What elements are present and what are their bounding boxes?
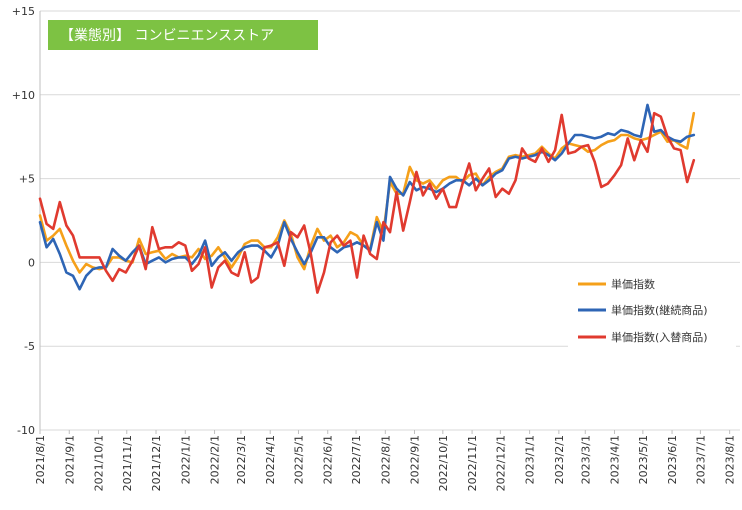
grid-lines: [40, 10, 740, 431]
x-tick-label: 2023/2/1: [553, 435, 566, 484]
x-tick-label: 2022/11/1: [466, 435, 479, 491]
y-tick-label: -5: [24, 340, 35, 353]
legend-label-unit-price-index: 単価指数: [611, 277, 655, 291]
x-tick-label: 2022/1/1: [179, 435, 192, 484]
x-tick-label: 2021/11/1: [121, 435, 134, 491]
y-tick-label: 0: [28, 256, 35, 269]
legend: 単価指数 単価指数(継続商品) 単価指数(入替商品): [568, 268, 736, 352]
x-tick-label: 2023/6/1: [666, 435, 679, 484]
x-tick-label: 2021/10/1: [93, 435, 106, 491]
x-tick-label: 2021/9/1: [63, 435, 76, 484]
x-tick-label: 2023/3/1: [579, 435, 592, 484]
x-tick-label: 2022/3/1: [235, 435, 248, 484]
x-tick-label: 2023/5/1: [637, 435, 650, 484]
y-tick-label: -10: [17, 424, 35, 437]
x-tick-label: 2021/12/1: [150, 435, 163, 491]
y-tick-labels: -10 -5 0 +5 +10 +15: [12, 5, 35, 437]
x-tick-label: 2022/10/1: [437, 435, 450, 491]
x-tick-label: 2022/8/1: [379, 435, 392, 484]
x-tick-label: 2022/7/1: [350, 435, 363, 484]
x-tick-label: 2022/9/1: [409, 435, 422, 484]
chart-title-background: [48, 20, 318, 50]
x-tick-labels: 2021/8/1 2021/9/1 2021/10/1 2021/11/1 2021/1…: [34, 435, 737, 491]
x-tick-label: 2021/8/1: [34, 435, 47, 484]
x-tick-label: 2022/12/1: [494, 435, 507, 491]
chart-title-text: 【業態別】 コンビニエンスストア: [60, 28, 274, 44]
series-lines: [38, 103, 696, 294]
x-tick-label: 2022/2/1: [209, 435, 222, 484]
x-tick-label: 2023/1/1: [524, 435, 537, 484]
legend-label-replacement-products: 単価指数(入替商品): [611, 330, 708, 344]
x-tick-label: 2023/4/1: [609, 435, 622, 484]
series-line-2: [38, 111, 696, 294]
x-tick-label: 2022/5/1: [292, 435, 305, 484]
legend-label-continuing-products: 単価指数(継続商品): [611, 303, 708, 317]
y-tick-label: +15: [12, 5, 35, 18]
x-tick-label: 2022/6/1: [322, 435, 335, 484]
x-tick-label: 2022/4/1: [264, 435, 277, 484]
series-line-1: [38, 103, 696, 291]
x-tick-label: 2023/7/1: [694, 435, 707, 484]
x-tick-label: 2023/8/1: [724, 435, 737, 484]
y-tick-label: +10: [12, 89, 35, 102]
chart-title: 【業態別】 コンビニエンスストア: [48, 20, 318, 50]
y-tick-label: +5: [19, 173, 35, 186]
